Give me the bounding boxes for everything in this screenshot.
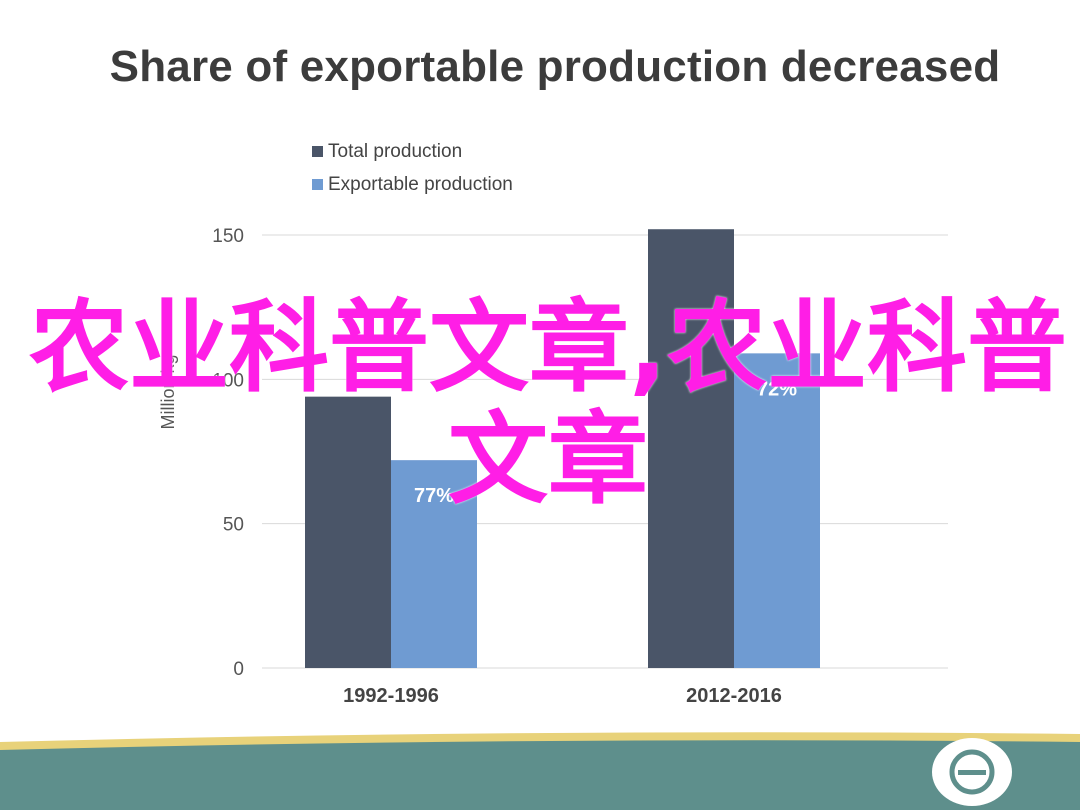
legend-label: Exportable production xyxy=(328,174,513,195)
data-labels: 77% 72% xyxy=(414,378,797,507)
bars xyxy=(305,229,820,668)
logo-icon xyxy=(932,738,1012,806)
legend-swatch xyxy=(312,179,323,190)
data-label: 77% xyxy=(414,485,454,507)
bar-exportable-1992-1996 xyxy=(391,460,477,668)
legend-swatch xyxy=(312,146,323,157)
bar-total-2012-2016 xyxy=(648,229,734,668)
y-tick-label: 50 xyxy=(223,515,244,536)
bar-total-1992-1996 xyxy=(305,396,391,668)
y-axis-label: Million kg xyxy=(158,354,178,429)
legend: Total production Exportable production xyxy=(312,141,513,195)
footer-teal-band xyxy=(0,740,1080,810)
y-tick-label: 0 xyxy=(233,659,244,680)
chart-title: Share of exportable production decreased xyxy=(109,42,1001,91)
y-tick-label: 150 xyxy=(212,226,244,247)
y-tick-labels: 0 50 100 150 xyxy=(212,226,244,680)
x-tick-labels: 1992-1996 2012-2016 xyxy=(343,685,782,707)
data-label: 72% xyxy=(757,378,797,400)
x-tick-label: 1992-1996 xyxy=(343,685,439,707)
footer-decoration xyxy=(0,732,1080,810)
bar-exportable-2012-2016 xyxy=(734,353,820,668)
x-tick-label: 2012-2016 xyxy=(686,685,782,707)
legend-label: Total production xyxy=(328,141,462,162)
watermark-overlay: 农业科普文章,农业科普文章 xyxy=(29,289,1067,518)
bar-chart: 0 50 100 150 1992-1996 2012-2016 77% 72% Tota… xyxy=(158,141,948,707)
y-tick-label: 100 xyxy=(212,370,244,391)
